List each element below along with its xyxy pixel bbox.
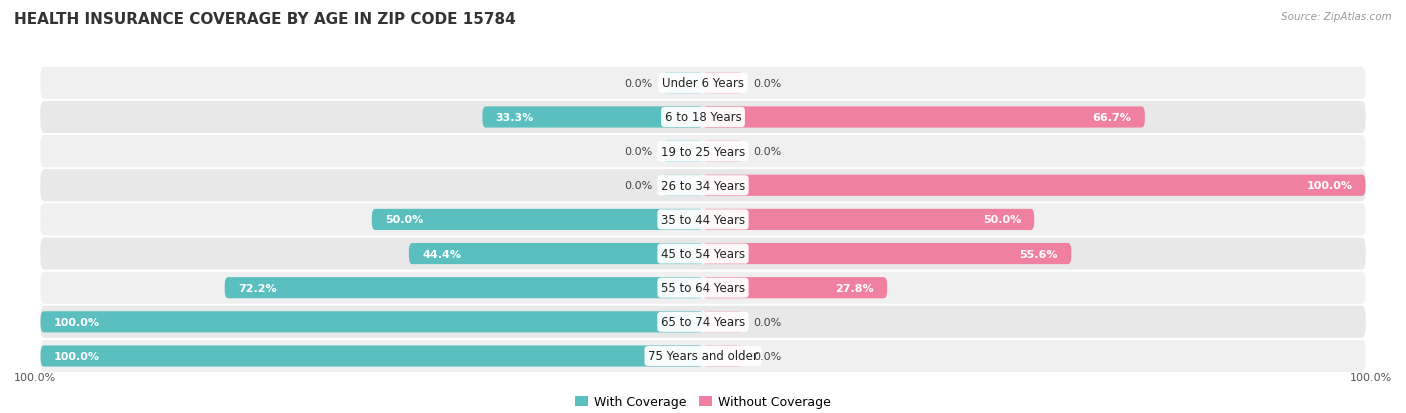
FancyBboxPatch shape [703,278,887,299]
Text: 72.2%: 72.2% [238,283,277,293]
FancyBboxPatch shape [41,311,703,332]
Text: 100.0%: 100.0% [53,317,100,327]
Text: 26 to 34 Years: 26 to 34 Years [661,179,745,192]
FancyBboxPatch shape [41,136,1365,168]
Text: 55.6%: 55.6% [1019,249,1059,259]
FancyBboxPatch shape [703,107,1144,128]
Text: 100.0%: 100.0% [1306,181,1353,191]
FancyBboxPatch shape [371,209,703,230]
Text: 0.0%: 0.0% [624,181,652,191]
Text: 44.4%: 44.4% [422,249,461,259]
FancyBboxPatch shape [41,272,1365,304]
FancyBboxPatch shape [41,306,1365,338]
FancyBboxPatch shape [41,340,1365,372]
Text: 0.0%: 0.0% [754,78,782,89]
Text: 75 Years and older: 75 Years and older [648,350,758,363]
Text: 0.0%: 0.0% [754,351,782,361]
FancyBboxPatch shape [664,175,703,196]
Legend: With Coverage, Without Coverage: With Coverage, Without Coverage [571,390,835,413]
FancyBboxPatch shape [703,243,1071,264]
FancyBboxPatch shape [225,278,703,299]
FancyBboxPatch shape [703,311,742,332]
Text: Source: ZipAtlas.com: Source: ZipAtlas.com [1281,12,1392,22]
Text: 50.0%: 50.0% [385,215,423,225]
FancyBboxPatch shape [703,73,742,94]
FancyBboxPatch shape [703,209,1035,230]
Text: 27.8%: 27.8% [835,283,875,293]
Text: 100.0%: 100.0% [1350,372,1392,382]
Text: 100.0%: 100.0% [14,372,56,382]
FancyBboxPatch shape [409,243,703,264]
Text: 45 to 54 Years: 45 to 54 Years [661,247,745,261]
Text: 55 to 64 Years: 55 to 64 Years [661,282,745,294]
FancyBboxPatch shape [664,141,703,162]
FancyBboxPatch shape [41,170,1365,202]
Text: Under 6 Years: Under 6 Years [662,77,744,90]
FancyBboxPatch shape [41,102,1365,134]
FancyBboxPatch shape [41,346,703,367]
Text: 50.0%: 50.0% [983,215,1021,225]
Text: 35 to 44 Years: 35 to 44 Years [661,214,745,226]
Text: 0.0%: 0.0% [624,147,652,157]
Text: 33.3%: 33.3% [496,113,534,123]
Text: 65 to 74 Years: 65 to 74 Years [661,316,745,328]
FancyBboxPatch shape [703,141,742,162]
FancyBboxPatch shape [41,68,1365,100]
FancyBboxPatch shape [482,107,703,128]
Text: 19 to 25 Years: 19 to 25 Years [661,145,745,158]
Text: HEALTH INSURANCE COVERAGE BY AGE IN ZIP CODE 15784: HEALTH INSURANCE COVERAGE BY AGE IN ZIP … [14,12,516,27]
FancyBboxPatch shape [703,346,742,367]
Text: 0.0%: 0.0% [754,147,782,157]
FancyBboxPatch shape [41,238,1365,270]
Text: 0.0%: 0.0% [754,317,782,327]
Text: 6 to 18 Years: 6 to 18 Years [665,111,741,124]
FancyBboxPatch shape [41,204,1365,236]
FancyBboxPatch shape [703,175,1365,196]
Text: 100.0%: 100.0% [53,351,100,361]
FancyBboxPatch shape [664,73,703,94]
Text: 66.7%: 66.7% [1092,113,1132,123]
Text: 0.0%: 0.0% [624,78,652,89]
